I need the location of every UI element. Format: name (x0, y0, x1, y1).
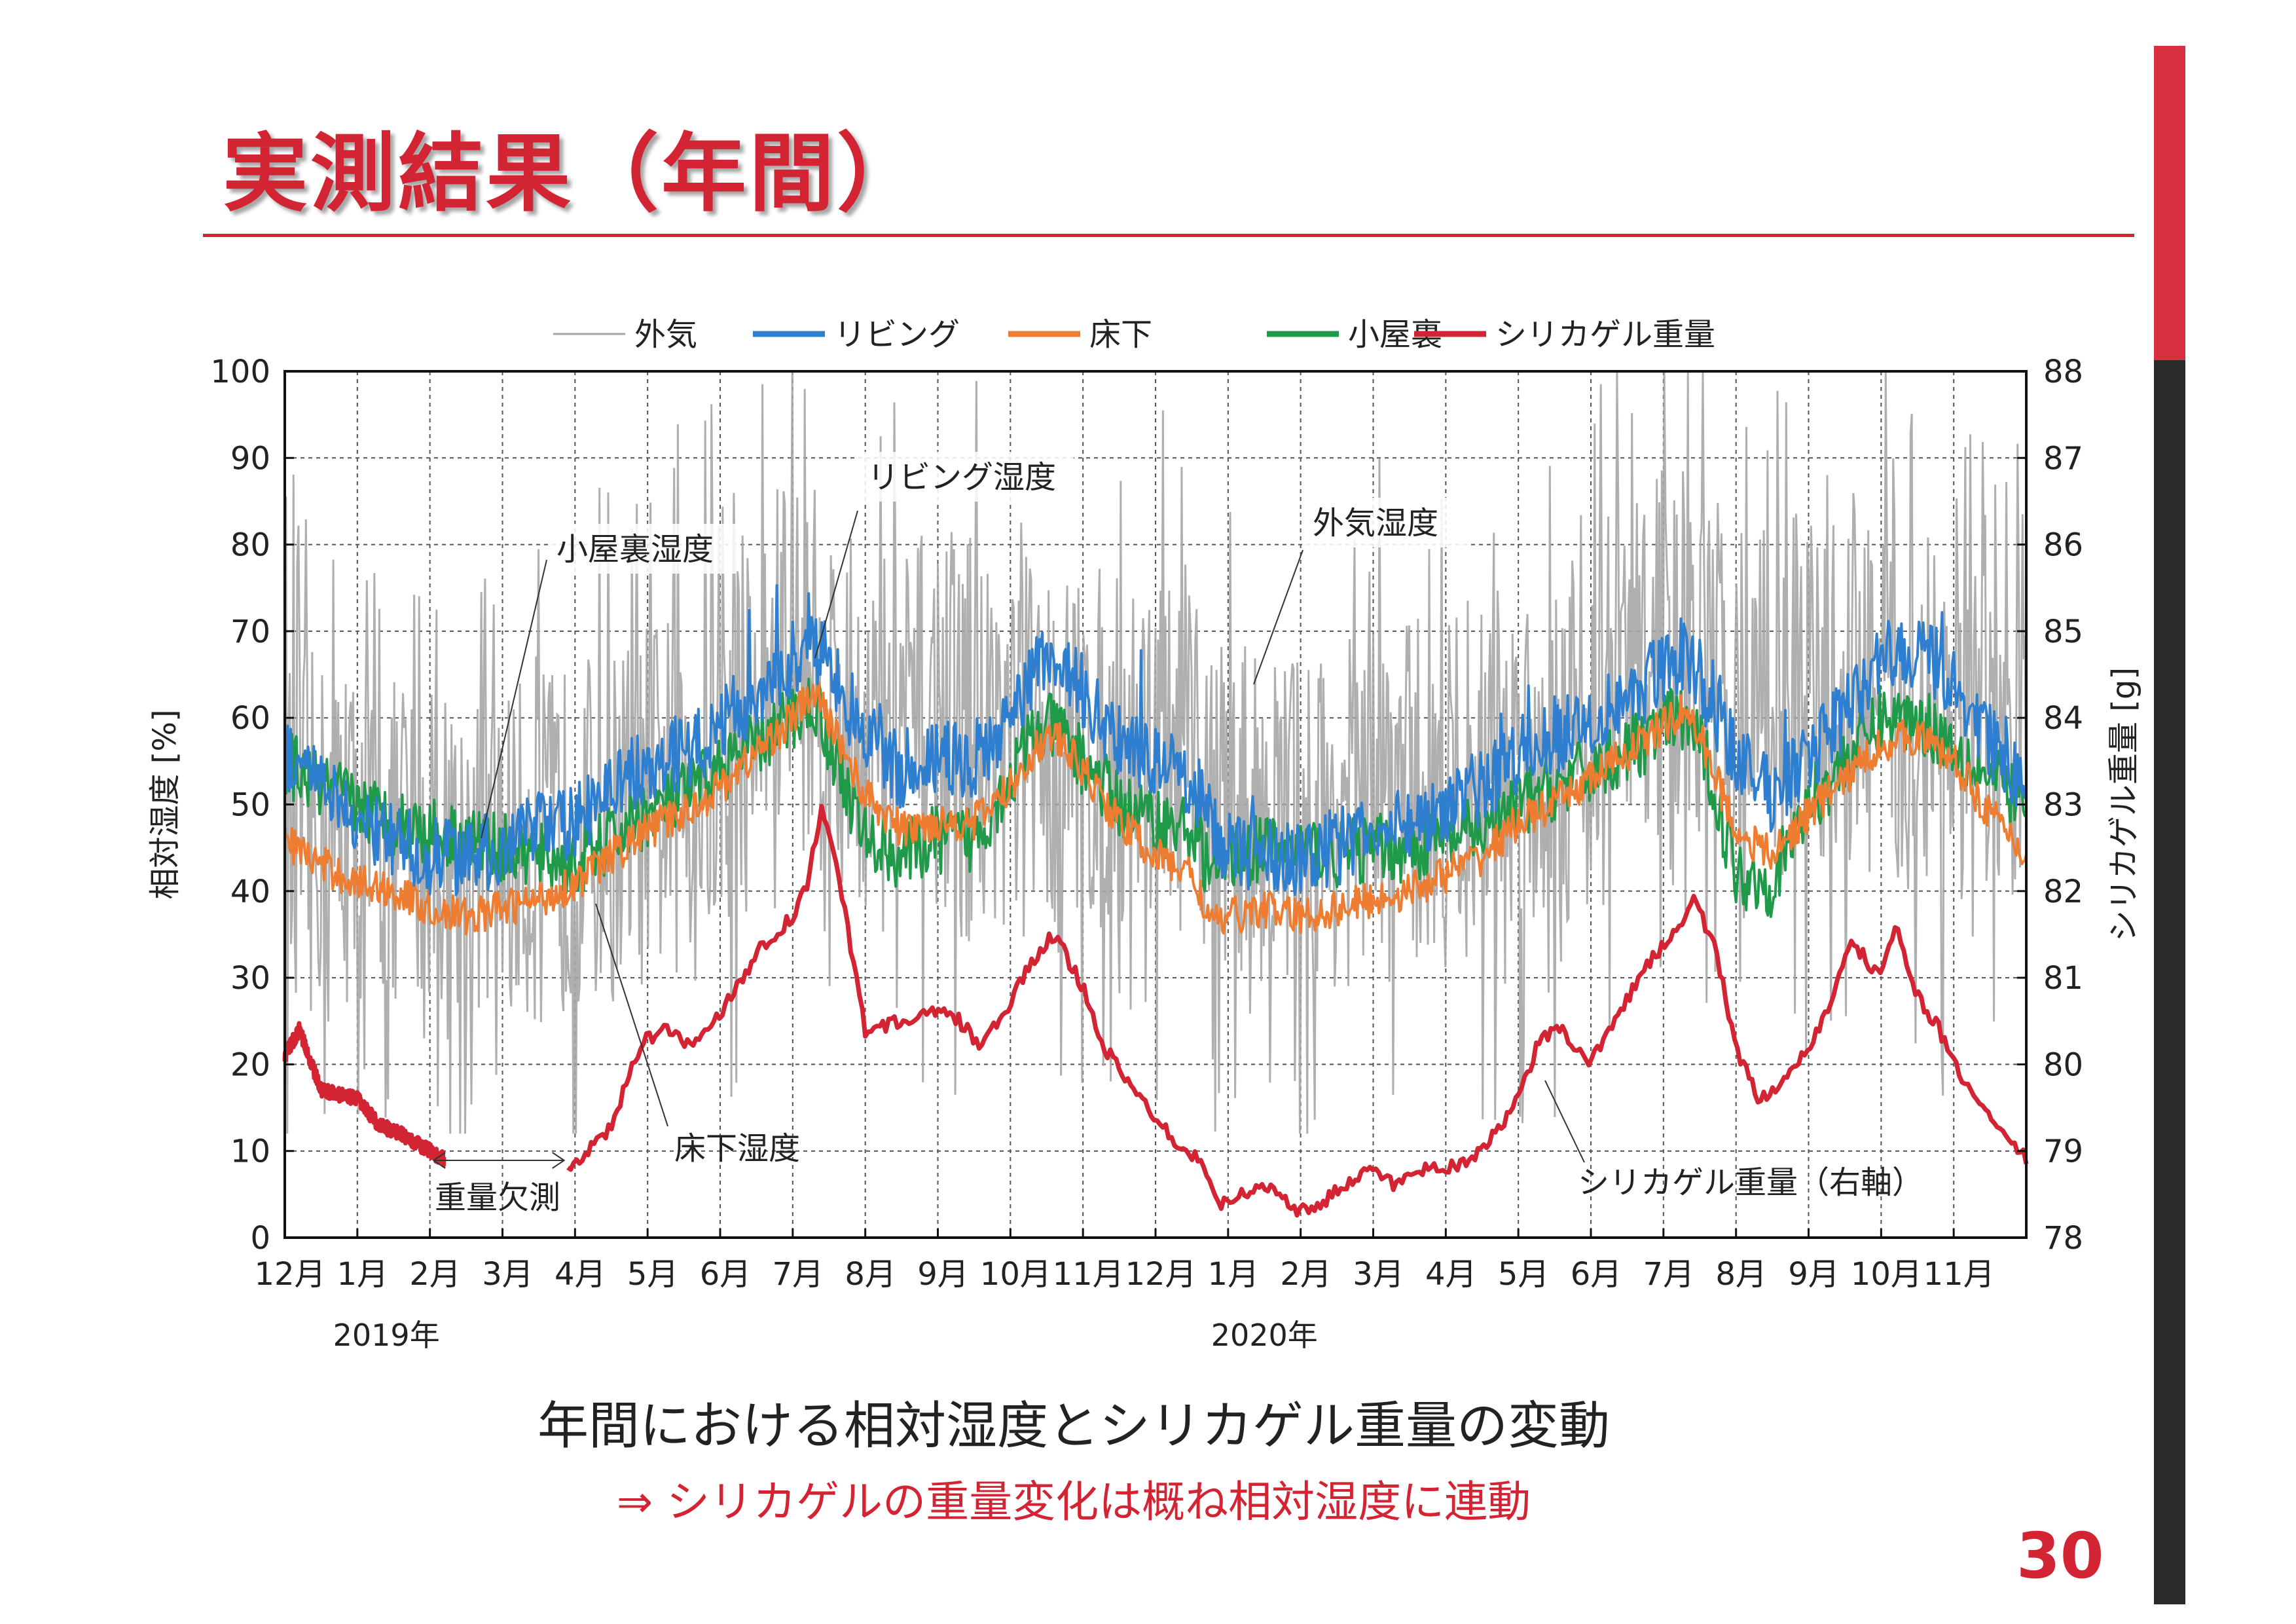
annotation-label: 重量欠測 (435, 1179, 560, 1216)
y-tick-label: 40 (230, 874, 270, 910)
y2-axis-title: シリカゲル重量 [g] (2105, 667, 2142, 942)
y-tick-label: 90 (230, 440, 270, 477)
series-line-living (283, 584, 2028, 896)
y2-tick-label: 79 (2043, 1134, 2083, 1170)
y2-tick-label: 86 (2043, 527, 2083, 564)
side-accent-bar-red (2154, 46, 2185, 360)
annotation-arrowhead (552, 1152, 566, 1169)
annotation-label: 外気湿度 (1313, 505, 1438, 542)
y2-tick-label: 88 (2043, 354, 2083, 390)
y-axis-title: 相対湿度 [%] (147, 709, 183, 899)
x-tick-label: 1月 (337, 1256, 389, 1293)
x-tick-label: 7月 (773, 1256, 824, 1293)
y2-tick-label: 84 (2043, 700, 2083, 737)
x-tick-label: 3月 (1353, 1256, 1404, 1293)
x-tick-label: 4月 (1425, 1256, 1477, 1293)
x-tick-label: 8月 (1715, 1256, 1767, 1293)
title-divider (203, 234, 2134, 237)
x-tick-label: 3月 (482, 1256, 534, 1293)
annotation-label: シリカゲル重量（右軸） (1578, 1164, 1923, 1201)
year-label: 2019年 (333, 1318, 440, 1353)
y-tick-label: 60 (230, 700, 270, 737)
y-tick-label: 10 (230, 1134, 270, 1170)
x-tick-label: 4月 (555, 1256, 606, 1293)
y-tick-label: 30 (230, 960, 270, 997)
y-tick-label: 80 (230, 527, 270, 564)
x-tick-label: 6月 (1571, 1256, 1622, 1293)
x-tick-label: 9月 (1788, 1256, 1840, 1293)
legend-label: シリカゲル重量 (1495, 316, 1715, 353)
x-tick-label: 8月 (845, 1256, 896, 1293)
annotation-label: リビング湿度 (867, 459, 1056, 496)
x-tick-label: 6月 (700, 1256, 752, 1293)
series-line-outdoor (283, 371, 2028, 1134)
x-tick-label: 9月 (917, 1256, 969, 1293)
annotation-leader (481, 559, 547, 839)
annotation-leader (1544, 1080, 1585, 1163)
y2-tick-label: 82 (2043, 874, 2083, 910)
y-tick-label: 50 (230, 787, 270, 824)
x-tick-label: 5月 (627, 1256, 679, 1293)
x-tick-label: 2月 (409, 1256, 461, 1293)
annotation-label: 小屋裏湿度 (556, 531, 714, 568)
annotation-leader (595, 903, 668, 1127)
x-tick-label: 2月 (1280, 1256, 1332, 1293)
y2-tick-label: 87 (2043, 440, 2083, 477)
x-tick-label: 11月 (1053, 1256, 1124, 1293)
chart-caption: 年間における相対湿度とシリカゲル重量の変動 (537, 1397, 1610, 1456)
annotation-bg (550, 524, 737, 574)
annotation-leader (814, 510, 858, 659)
x-tick-label: 12月 (1125, 1256, 1196, 1293)
y2-tick-label: 80 (2043, 1046, 2083, 1083)
x-tick-label: 1月 (1208, 1256, 1260, 1293)
y2-tick-label: 83 (2043, 787, 2083, 824)
annotation-bg (858, 452, 1074, 502)
series-line-silica-gel (282, 1021, 446, 1168)
y2-tick-label: 85 (2043, 614, 2083, 650)
y2-tick-label: 81 (2043, 960, 2083, 997)
annotation-label: 床下湿度 (674, 1130, 800, 1167)
x-tick-label: 12月 (254, 1256, 325, 1293)
legend-label: リビング (834, 316, 960, 353)
slide-title: 実測結果（年間） (223, 124, 925, 223)
y-tick-label: 20 (230, 1046, 270, 1083)
side-accent-bar-dark (2154, 360, 2185, 1604)
page-number: 30 (2016, 1519, 2104, 1593)
y-tick-label: 0 (250, 1220, 270, 1257)
y2-tick-label: 78 (2043, 1220, 2083, 1257)
legend-label: 外気 (634, 316, 697, 353)
series-line-silica-gel (566, 803, 2029, 1218)
y-tick-label: 70 (230, 614, 270, 650)
x-tick-label: 11月 (1923, 1256, 1995, 1293)
year-label: 2020年 (1211, 1318, 1318, 1353)
legend-label: 床下 (1089, 316, 1152, 353)
y-tick-label: 100 (210, 354, 270, 390)
x-tick-label: 10月 (980, 1256, 1051, 1293)
x-tick-label: 5月 (1498, 1256, 1550, 1293)
x-tick-label: 10月 (1851, 1256, 1922, 1293)
annotation-bg (1306, 498, 1470, 547)
annotation-leader (1253, 549, 1303, 685)
series-line-underfloor (283, 681, 2028, 936)
x-tick-label: 7月 (1643, 1256, 1695, 1293)
annotation-arrowhead (432, 1152, 446, 1169)
conclusion-text: ⇒ シリカゲルの重量変化は概ね相対湿度に連動 (616, 1477, 1531, 1527)
